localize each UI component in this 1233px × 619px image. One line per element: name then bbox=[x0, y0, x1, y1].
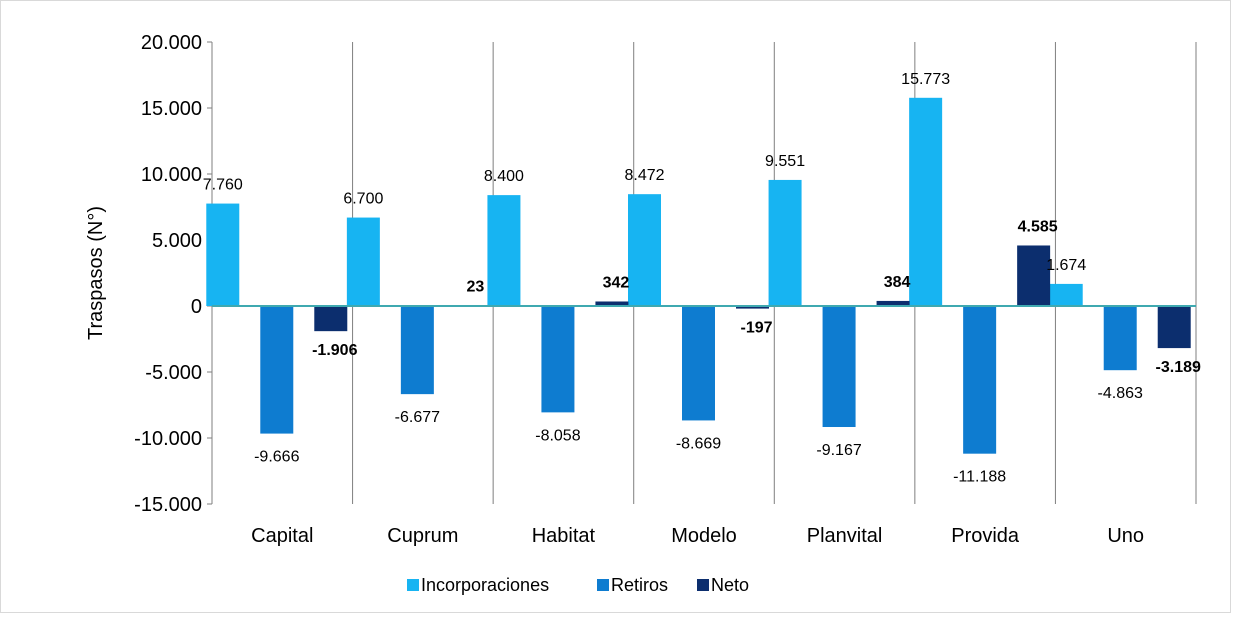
data-label-neto: 4.585 bbox=[1018, 218, 1058, 235]
legend-swatch-neto bbox=[697, 579, 709, 591]
y-tick-label: -5.000 bbox=[145, 362, 202, 384]
bar-neto-modelo bbox=[736, 306, 769, 309]
data-label-incorporaciones: 1.674 bbox=[1046, 257, 1086, 274]
x-tick-label: Capital bbox=[251, 525, 313, 547]
x-tick-label: Uno bbox=[1107, 525, 1144, 547]
bar-incorporaciones-capital bbox=[206, 203, 240, 306]
y-tick-label: 20.000 bbox=[141, 32, 202, 54]
data-label-neto: -1.906 bbox=[312, 342, 357, 359]
legend-swatch-incorporaciones bbox=[407, 579, 419, 591]
data-label-incorporaciones: 15.773 bbox=[901, 71, 950, 88]
legend-label-incorporaciones: Incorporaciones bbox=[421, 575, 549, 595]
x-tick-label: Provida bbox=[951, 525, 1020, 547]
bar-neto-capital bbox=[314, 306, 348, 332]
bar-neto-provida bbox=[1017, 245, 1051, 306]
data-label-retiros: -8.058 bbox=[535, 427, 580, 444]
bar-incorporaciones-habitat bbox=[487, 195, 521, 306]
data-label-retiros: -11.188 bbox=[953, 469, 1006, 486]
bar-incorporaciones-cuprum bbox=[346, 217, 380, 306]
x-tick-label: Modelo bbox=[671, 525, 737, 547]
bar-incorporaciones-planvital bbox=[768, 179, 802, 306]
data-label-retiros: -8.669 bbox=[676, 435, 721, 452]
data-label-retiros: -6.677 bbox=[395, 409, 440, 426]
data-label-retiros: -4.863 bbox=[1098, 385, 1143, 402]
data-label-retiros: -9.167 bbox=[816, 442, 861, 459]
bar-incorporaciones-modelo bbox=[628, 194, 661, 306]
bar-retiros-modelo bbox=[682, 306, 715, 421]
bar-retiros-provida bbox=[963, 306, 997, 454]
data-label-neto: -3.189 bbox=[1156, 359, 1201, 376]
bar-retiros-capital bbox=[260, 306, 294, 434]
data-label-incorporaciones: 6.700 bbox=[343, 191, 383, 208]
x-tick-label: Planvital bbox=[807, 525, 883, 547]
bar-incorporaciones-uno bbox=[1049, 283, 1083, 306]
legend-label-neto: Neto bbox=[711, 575, 749, 595]
data-label-incorporaciones: 9.551 bbox=[765, 153, 805, 170]
bar-neto-planvital bbox=[876, 300, 910, 306]
data-label-neto: 384 bbox=[884, 274, 911, 291]
bar-neto-uno bbox=[1157, 306, 1191, 349]
data-label-neto: 23 bbox=[466, 279, 484, 296]
bar-neto-habitat bbox=[595, 301, 629, 306]
x-tick-label: Cuprum bbox=[387, 525, 458, 547]
data-label-incorporaciones: 8.400 bbox=[484, 168, 524, 185]
legend-label-retiros: Retiros bbox=[611, 575, 668, 595]
data-label-neto: -197 bbox=[740, 320, 772, 337]
bar-incorporaciones-provida bbox=[909, 97, 943, 306]
bar-retiros-uno bbox=[1103, 306, 1137, 371]
y-tick-label: -15.000 bbox=[134, 494, 202, 516]
bar-retiros-habitat bbox=[541, 306, 575, 413]
y-tick-label: 10.000 bbox=[141, 164, 202, 186]
data-label-neto: 342 bbox=[603, 274, 630, 291]
y-tick-label: 0 bbox=[191, 296, 202, 318]
y-tick-label: 15.000 bbox=[141, 98, 202, 120]
y-tick-label: -10.000 bbox=[134, 428, 202, 450]
bar-retiros-planvital bbox=[822, 306, 856, 428]
data-label-incorporaciones: 8.472 bbox=[624, 167, 664, 184]
legend-swatch-retiros bbox=[597, 579, 609, 591]
data-label-incorporaciones: 7.760 bbox=[203, 177, 243, 194]
data-label-retiros: -9.666 bbox=[254, 449, 299, 466]
y-axis-label: Traspasos (N°) bbox=[85, 206, 107, 340]
y-tick-label: 5.000 bbox=[152, 230, 202, 252]
x-tick-label: Habitat bbox=[532, 525, 596, 547]
bar-retiros-cuprum bbox=[400, 306, 434, 395]
